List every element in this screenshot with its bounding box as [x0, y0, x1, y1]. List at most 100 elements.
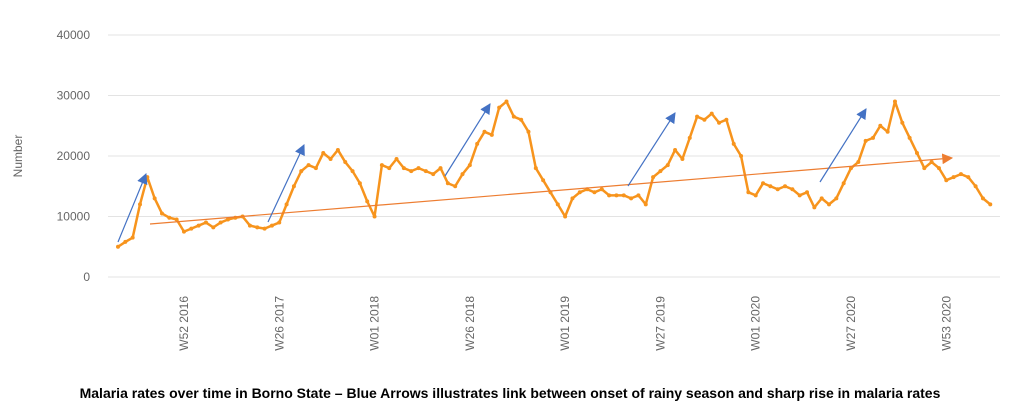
data-point [269, 223, 274, 228]
data-point [196, 223, 201, 228]
data-point [702, 117, 707, 122]
data-point [394, 157, 399, 162]
data-point [643, 202, 648, 207]
data-point [929, 160, 934, 165]
data-point [951, 175, 956, 180]
data-point [563, 214, 568, 219]
data-point [607, 193, 612, 198]
data-point [467, 163, 472, 168]
data-point [306, 163, 311, 168]
data-point [621, 193, 626, 198]
data-point [885, 129, 890, 134]
data-point [819, 196, 824, 201]
data-point [570, 196, 575, 201]
data-point [299, 169, 304, 174]
data-point [629, 196, 634, 201]
data-point [841, 181, 846, 186]
data-point [834, 196, 839, 201]
data-point [526, 129, 531, 134]
data-point [731, 141, 736, 146]
data-point [167, 215, 172, 220]
data-point [401, 166, 406, 171]
data-point [497, 105, 502, 110]
data-point [870, 135, 875, 140]
data-point [159, 211, 164, 216]
caption: Malaria rates over time in Borno State –… [80, 385, 941, 401]
data-point [511, 114, 516, 119]
data-point [988, 202, 993, 207]
data-point [438, 166, 443, 171]
data-point [849, 166, 853, 171]
data-point [761, 181, 766, 186]
data-point [174, 217, 179, 222]
data-point [680, 157, 685, 162]
data-point [944, 178, 949, 183]
y-axis-title: Number [11, 135, 25, 178]
data-point [431, 172, 436, 177]
x-tick-label: W01 2020 [749, 296, 763, 351]
y-tick-label: 20000 [57, 149, 91, 163]
data-point [555, 202, 560, 207]
data-point [277, 220, 282, 225]
data-point [203, 220, 208, 225]
data-point [379, 163, 384, 168]
data-point [907, 135, 912, 140]
data-point [900, 120, 905, 125]
data-point [445, 181, 450, 186]
data-point [599, 187, 604, 192]
data-point [116, 244, 120, 249]
data-point [958, 172, 963, 177]
data-point [453, 184, 458, 189]
data-point [717, 120, 722, 125]
x-tick-label: W53 2020 [939, 296, 953, 351]
data-point [291, 184, 296, 189]
data-point [687, 135, 692, 140]
data-point [504, 99, 509, 104]
data-point [768, 184, 773, 189]
data-point [878, 123, 883, 128]
data-point [350, 169, 355, 174]
rain-arrow [117, 173, 148, 243]
data-point [137, 202, 142, 207]
data-point [922, 166, 927, 171]
data-point [123, 239, 128, 244]
data-point [372, 214, 377, 219]
data-point [658, 169, 663, 174]
data-point [519, 117, 524, 122]
data-point [636, 193, 641, 198]
x-tick-label: W01 2019 [558, 296, 572, 351]
data-point [225, 217, 230, 222]
data-point [651, 175, 656, 180]
data-point [936, 166, 941, 171]
y-tick-label: 30000 [57, 89, 91, 103]
data-point [577, 190, 582, 195]
data-point [973, 184, 978, 189]
x-tick-label: W27 2019 [653, 296, 667, 351]
data-point [357, 181, 362, 186]
trend-arrow [149, 153, 954, 225]
y-tick-label: 40000 [57, 28, 91, 42]
x-tick-label: W26 2018 [463, 296, 477, 351]
data-point [856, 160, 861, 165]
plot-area: 0 10000 20000 30000 40000 W52 2016 W26 2017 W01… [57, 28, 1000, 351]
y-tick-label: 10000 [57, 210, 91, 224]
data-point [255, 225, 260, 230]
annotations [117, 103, 954, 243]
data-point [416, 166, 421, 171]
data-point [673, 147, 678, 152]
data-point [284, 202, 289, 207]
data-point [827, 202, 832, 207]
data-point [335, 147, 340, 152]
data-point [980, 196, 985, 201]
data-point [533, 166, 538, 171]
data-point [328, 157, 333, 162]
data-point [489, 132, 494, 137]
rain-arrow [267, 144, 305, 223]
data-point [343, 160, 348, 165]
data-point [709, 111, 714, 116]
data-point [262, 226, 267, 231]
data-point [966, 175, 971, 180]
data-point [409, 169, 414, 174]
data-point [775, 187, 780, 192]
